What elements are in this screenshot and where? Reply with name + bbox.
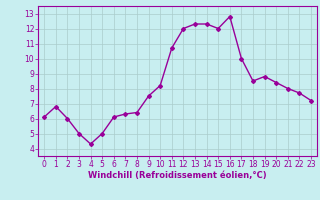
X-axis label: Windchill (Refroidissement éolien,°C): Windchill (Refroidissement éolien,°C) bbox=[88, 171, 267, 180]
